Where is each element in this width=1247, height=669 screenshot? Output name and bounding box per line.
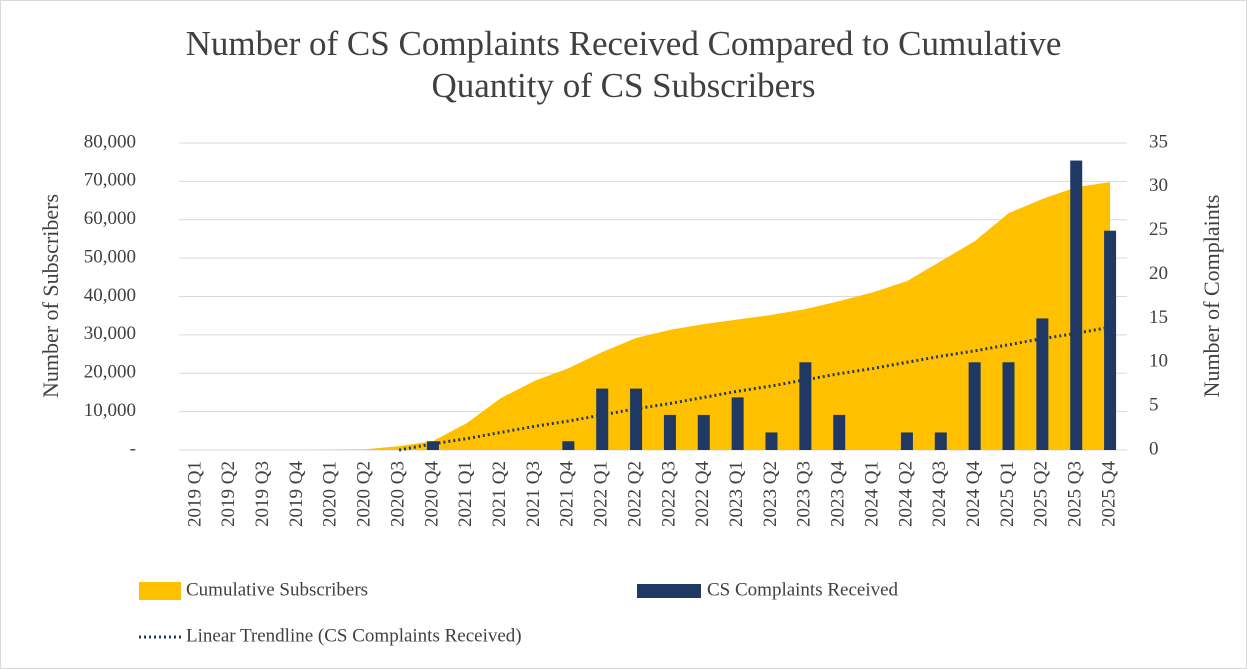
y-tick-label: 70,000 [84,170,136,191]
bar [663,414,676,450]
x-tick-label: 2022 Q2 [624,461,645,527]
bar [833,414,846,450]
x-tick-label: 2023 Q1 [726,461,747,527]
x-tick-label: 2020 Q3 [387,461,408,527]
x-tick-label: 2024 Q4 [963,461,984,527]
y-tick-label: 50,000 [84,246,136,267]
x-tick-label: 2021 Q1 [455,461,476,527]
x-tick-label: 2025 Q1 [997,461,1018,527]
legend-label: Cumulative Subscribers [186,579,368,600]
trendline [398,325,1111,452]
x-tick-label: 2019 Q1 [184,461,205,527]
x-tick-label: 2022 Q4 [692,461,713,527]
x-tick-label: 2023 Q2 [760,461,781,527]
chart-title: Number of CS Complaints Received Compare… [185,24,1062,105]
y-axis-label: Number of Subscribers [38,194,63,398]
bar [799,362,812,450]
title-box: Number of CS Complaints Received Compare… [1,23,1246,107]
x-tick-label: 2025 Q4 [1098,461,1119,527]
x-tick-label: 2024 Q3 [929,461,950,527]
y-tick-label: - [130,438,136,459]
y2-tick-label: 0 [1149,438,1159,459]
bar [968,362,981,450]
x-tick-label: 2022 Q1 [591,461,612,527]
area [195,182,1111,450]
x-tick-label: 2025 Q3 [1065,461,1086,527]
legend-swatch [139,582,181,600]
legend-label: CS Complaints Received [707,579,899,600]
x-tick-label: 2024 Q2 [895,461,916,527]
y2-tick-label: 35 [1149,131,1168,152]
legend-swatch [637,584,701,598]
bar [630,388,643,450]
bar [900,432,913,450]
y2-tick-label: 15 [1149,307,1168,328]
x-tick-label: 2024 Q1 [861,461,882,527]
y2-axis-label: Number of Complaints [1199,195,1224,398]
y-tick-label: 20,000 [84,362,136,383]
legend-label: Linear Trendline (CS Complaints Received… [186,625,522,646]
x-tick-label: 2023 Q3 [794,461,815,527]
y-tick-label: 40,000 [84,285,136,306]
y2-tick-label: 10 [1149,351,1168,372]
bar [596,388,609,450]
x-tick-label: 2021 Q3 [523,461,544,527]
x-tick-label: 2021 Q2 [489,461,510,527]
bar [426,441,439,450]
x-tick-label: 2019 Q3 [252,461,273,527]
y2-tick-label: 5 [1149,395,1159,416]
bar [1070,160,1083,451]
bar [765,432,778,450]
bar [697,414,710,450]
x-tick-label: 2023 Q4 [828,461,849,527]
bar [1002,362,1015,450]
bar [562,441,575,450]
x-tick-label: 2020 Q2 [354,461,375,527]
y-tick-label: 30,000 [84,323,136,344]
bar [731,397,744,450]
y2-tick-label: 30 [1149,175,1168,196]
y2-tick-label: 20 [1149,263,1168,284]
bar [934,432,947,450]
bar [1104,230,1117,450]
x-tick-label: 2020 Q4 [421,461,442,527]
y-tick-label: 80,000 [84,131,136,152]
x-tick-label: 2019 Q2 [218,461,239,527]
x-tick-label: 2022 Q3 [658,461,679,527]
y-tick-label: 10,000 [84,400,136,421]
x-tick-label: 2021 Q4 [557,461,578,527]
bar [1036,318,1049,450]
y2-tick-label: 25 [1149,219,1168,240]
x-tick-label: 2025 Q2 [1031,461,1052,527]
x-tick-label: 2020 Q1 [320,461,341,527]
y-tick-label: 60,000 [84,208,136,229]
x-tick-label: 2019 Q4 [286,461,307,527]
